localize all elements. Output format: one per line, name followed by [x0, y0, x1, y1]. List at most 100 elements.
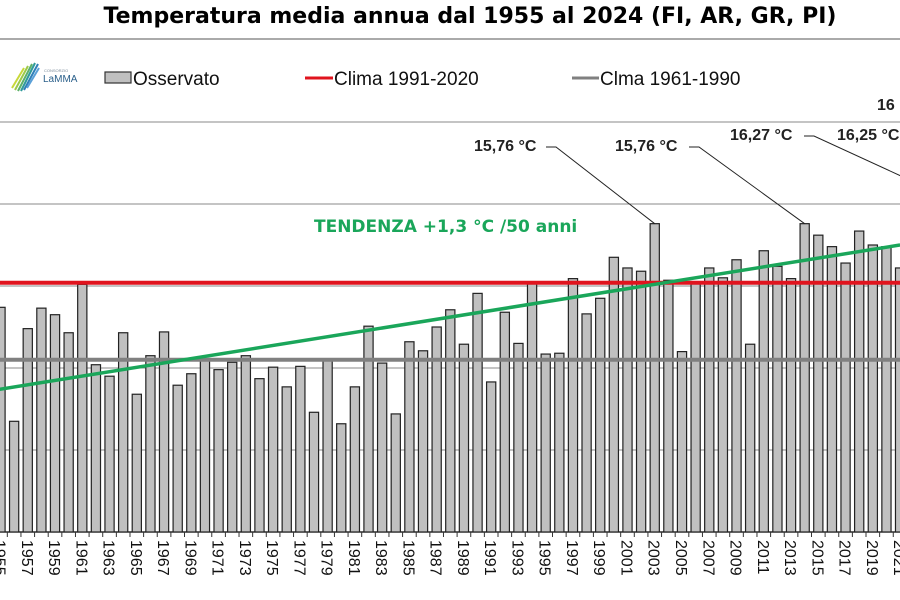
x-tick-label-1993: 1993 [508, 540, 525, 576]
x-tick-label-1957: 1957 [18, 540, 35, 576]
x-tick-label-2001: 2001 [617, 540, 634, 576]
x-tick-label-2007: 2007 [699, 540, 716, 576]
bar-1985 [404, 341, 415, 533]
x-tick-label-1977: 1977 [290, 540, 307, 576]
bar-1973 [240, 355, 252, 533]
legend-label-clima-1961-1990: Clma 1961-1990 [600, 69, 740, 90]
x-tick-label-2003: 2003 [645, 540, 662, 576]
bar-2000 [608, 256, 620, 533]
bar-2005 [676, 351, 688, 533]
x-tick-label-1981: 1981 [345, 540, 362, 576]
bar-1967 [158, 331, 170, 533]
bar-1990 [472, 292, 483, 533]
legend: Osservato Clima 1991-2020 Clma 1961-1990 [104, 69, 740, 90]
bar-2011 [758, 250, 769, 533]
chart-title: Temperatura media annua dal 1955 al 2024… [103, 4, 837, 29]
bar-1989 [458, 343, 470, 533]
bar-1991 [485, 381, 497, 533]
lamma-logo: CONSORZIO LaMMA [11, 62, 78, 92]
annotation-label-1: 15,76 °C [615, 138, 678, 155]
x-tick-label-2005: 2005 [672, 540, 689, 576]
bar-1993 [513, 342, 524, 533]
annotations: 15,76 °C 15,76 °C 16,27 °C 16,25 °C 16 [474, 97, 900, 225]
trend-line [0, 243, 900, 392]
legend-swatch-osservato [104, 71, 132, 84]
bar-1963 [104, 375, 115, 533]
legend-label-osservato: Osservato [133, 69, 220, 90]
bar-1970 [199, 359, 211, 533]
bar-1958 [36, 307, 47, 533]
bar-1974 [254, 378, 265, 533]
bar-1992 [499, 311, 511, 533]
bar-1979 [322, 359, 333, 533]
x-tick-label-1967: 1967 [154, 540, 171, 576]
bar-1968 [172, 384, 183, 533]
bar-1960 [63, 332, 74, 533]
x-tick-label-2021: 2021 [890, 540, 900, 576]
x-tick-label-1963: 1963 [100, 540, 117, 576]
bar-1995 [540, 353, 551, 533]
logo-name: LaMMA [43, 74, 78, 85]
x-axis: 1955 1957 1959 1961 1963 1965 1967 1969 1971 1973… [0, 532, 900, 576]
x-tick-label-1975: 1975 [263, 540, 280, 576]
bar-2018 [853, 230, 865, 533]
x-tick-label-1969: 1969 [181, 540, 198, 576]
bar-1964 [117, 332, 129, 533]
bar-1962 [90, 364, 102, 533]
x-tick-label-1997: 1997 [563, 540, 580, 576]
x-tick-label-1995: 1995 [536, 540, 553, 576]
bar-1959 [49, 314, 61, 533]
logo-stripes-icon [11, 62, 40, 92]
bar-2003 [649, 223, 660, 533]
bar-1972 [227, 361, 238, 533]
bar-1955 [0, 306, 6, 533]
bar-1980 [336, 423, 347, 533]
x-tick-label-1961: 1961 [72, 540, 89, 576]
bar-2020 [881, 246, 892, 533]
bar-1982 [363, 325, 374, 533]
bar-1976 [281, 386, 292, 533]
bar-1977 [295, 365, 306, 533]
bar-2007 [704, 267, 715, 533]
bar-2002 [635, 270, 647, 533]
logo-small-text: CONSORZIO [44, 68, 68, 73]
bar-2008 [717, 277, 729, 533]
reference-lines [0, 280, 900, 362]
annotation-label-0: 15,76 °C [474, 138, 537, 155]
x-tick-label-1987: 1987 [427, 540, 444, 576]
bar-2014 [799, 223, 810, 533]
bar-2016 [826, 246, 838, 533]
annotation-leader-1 [689, 146, 805, 225]
annotation-label-3: 16,25 °C [837, 127, 900, 144]
x-tick-label-2013: 2013 [781, 540, 798, 576]
bar-2006 [690, 281, 701, 533]
bar-2013 [785, 278, 797, 533]
bar-1983 [376, 362, 388, 533]
x-tick-label-1991: 1991 [481, 540, 498, 576]
trend-label: TENDENZA +1,3 °C /50 anni [314, 217, 577, 237]
bar-2004 [663, 279, 674, 533]
bar-1975 [267, 366, 279, 533]
bar-1996 [554, 352, 565, 533]
legend-label-clima-1991-2020: Clima 1991-2020 [334, 69, 479, 90]
bar-2001 [622, 267, 633, 533]
x-tick-label-2009: 2009 [727, 540, 744, 576]
x-tick-label-2017: 2017 [836, 540, 853, 576]
annotation-label-4: 16 [877, 97, 895, 114]
bar-2010 [744, 343, 756, 533]
bar-2021 [894, 267, 900, 533]
annotation-leader-2 [804, 135, 900, 177]
bar-1984 [390, 413, 401, 533]
bar-1971 [213, 369, 224, 533]
x-tick-label-1999: 1999 [590, 540, 607, 576]
bar-2019 [867, 244, 879, 533]
bar-1994 [526, 282, 538, 533]
x-tick-label-1983: 1983 [372, 540, 389, 576]
x-tick-label-2019: 2019 [863, 540, 880, 576]
annotation-leader-0 [546, 146, 656, 225]
x-tick-label-1985: 1985 [399, 540, 416, 576]
bar-2009 [731, 259, 742, 533]
bar-2015 [813, 234, 824, 533]
bar-1956 [8, 420, 20, 533]
